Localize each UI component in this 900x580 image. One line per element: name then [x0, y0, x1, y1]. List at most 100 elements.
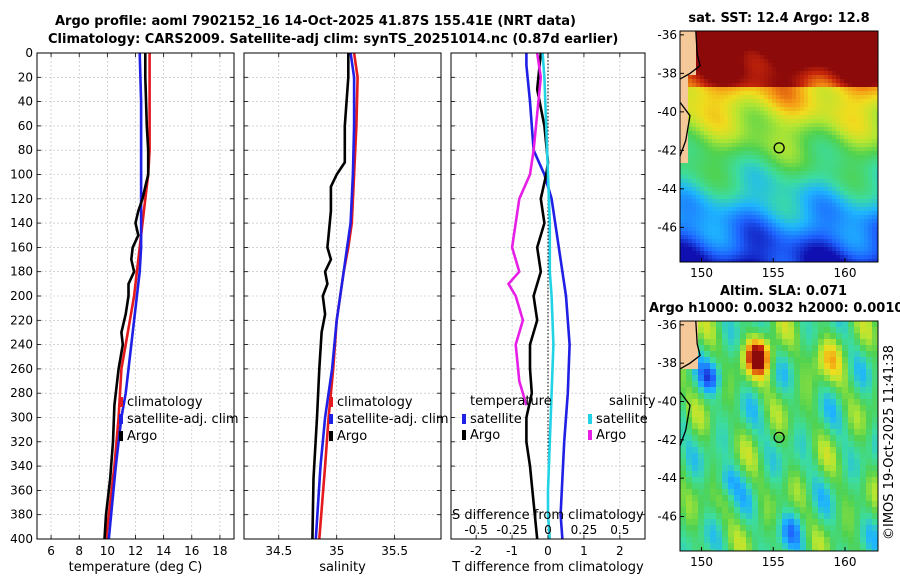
map-cell: [688, 179, 692, 183]
map-cell: [716, 495, 722, 501]
map-cell: [698, 357, 704, 363]
map-cell: [764, 59, 768, 63]
map-cell: [818, 525, 824, 531]
map-cell: [686, 351, 692, 357]
map-cell: [722, 495, 728, 501]
map-cell: [788, 219, 792, 223]
map-cell: [852, 111, 856, 115]
map-cell: [712, 99, 716, 103]
map-cell: [700, 219, 704, 223]
map-cell: [818, 423, 824, 429]
map-cell: [756, 175, 760, 179]
map-cell: [872, 227, 876, 231]
map-cell: [692, 399, 698, 405]
axes-frame: [36, 52, 235, 540]
map-cell: [732, 187, 736, 191]
map-cell: [796, 87, 800, 91]
map-cell: [780, 139, 784, 143]
map-cell: [804, 63, 808, 67]
map-cell: [872, 71, 876, 75]
map-cell: [804, 91, 808, 95]
map-cell: [868, 147, 872, 151]
map-cell: [752, 119, 756, 123]
map-cell: [824, 35, 828, 39]
map-cell: [728, 441, 734, 447]
map-cell: [684, 71, 688, 75]
map-cell: [780, 171, 784, 175]
map-cell: [804, 163, 808, 167]
map-cell: [818, 327, 824, 333]
map-cell: [820, 111, 824, 115]
map-cell: [860, 203, 864, 207]
map-cell: [800, 393, 806, 399]
map-cell: [852, 51, 856, 55]
map-cell: [848, 453, 854, 459]
map-cell: [756, 223, 760, 227]
map-cell: [782, 369, 788, 375]
map-cell: [684, 203, 688, 207]
map-cell: [772, 155, 776, 159]
map-cell: [794, 471, 800, 477]
map-cell: [860, 333, 866, 339]
map-cell: [844, 163, 848, 167]
map-cell: [864, 99, 868, 103]
map-cell: [848, 31, 852, 35]
map-cell: [780, 203, 784, 207]
map-cell: [804, 259, 808, 262]
map-cell: [722, 369, 728, 375]
map-cell: [684, 43, 688, 47]
map-cell: [728, 75, 732, 79]
map-cell: [852, 79, 856, 83]
map-cell: [756, 167, 760, 171]
map-cell: [824, 513, 830, 519]
map-cell: [872, 195, 876, 199]
map-cell: [692, 333, 698, 339]
map-cell: [724, 163, 728, 167]
map-cell: [800, 417, 806, 423]
map-cell: [712, 239, 716, 243]
map-cell: [744, 103, 748, 107]
map-cell: [756, 235, 760, 239]
map-cell: [728, 115, 732, 119]
map-cell: [782, 441, 788, 447]
map-cell: [860, 423, 866, 429]
map-cell: [830, 471, 836, 477]
map-cell: [772, 143, 776, 147]
map-cell: [828, 139, 832, 143]
map-cell: [844, 159, 848, 163]
map-cell: [796, 79, 800, 83]
map-cell: [784, 87, 788, 91]
map-cell: [758, 399, 764, 405]
map-cell: [716, 321, 722, 327]
map-cell: [836, 67, 840, 71]
map-cell: [724, 175, 728, 179]
map-cell: [836, 163, 840, 167]
map-cell: [776, 405, 782, 411]
map-cell: [748, 55, 752, 59]
map-cell: [800, 453, 806, 459]
map-cell: [872, 393, 878, 399]
map-cell: [824, 55, 828, 59]
map-cell: [712, 39, 716, 43]
map-cell: [720, 115, 724, 119]
map-cell: [776, 345, 782, 351]
map-cell: [698, 321, 704, 327]
map-cell: [732, 95, 736, 99]
map-cell: [856, 111, 860, 115]
map-cell: [792, 147, 796, 151]
map-cell: [840, 147, 844, 151]
map-cell: [836, 215, 840, 219]
map-cell: [860, 79, 864, 83]
map-cell: [752, 375, 758, 381]
map-cell: [746, 525, 752, 531]
map-cell: [842, 465, 848, 471]
map-cell: [872, 459, 878, 465]
map-cell: [806, 459, 812, 465]
map-cell: [848, 155, 852, 159]
map-cell: [788, 447, 794, 453]
map-cell: [860, 115, 864, 119]
map-cell: [842, 339, 848, 345]
x-tick-label: 2: [616, 544, 624, 558]
map-cell: [760, 47, 764, 51]
map-cell: [780, 187, 784, 191]
